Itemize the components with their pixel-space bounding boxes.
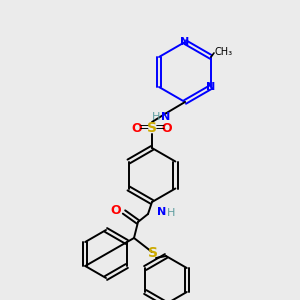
- Text: CH₃: CH₃: [215, 47, 233, 57]
- Text: N: N: [161, 112, 170, 122]
- Text: =: =: [155, 122, 165, 134]
- Text: N: N: [180, 37, 190, 47]
- Text: S: S: [147, 121, 157, 135]
- Text: N: N: [158, 207, 166, 217]
- Text: H: H: [152, 112, 161, 122]
- Text: N: N: [206, 82, 216, 92]
- Text: =: =: [139, 122, 149, 134]
- Text: O: O: [111, 203, 121, 217]
- Text: H: H: [167, 208, 175, 218]
- Text: O: O: [132, 122, 142, 134]
- Text: O: O: [162, 122, 172, 134]
- Text: S: S: [148, 246, 158, 260]
